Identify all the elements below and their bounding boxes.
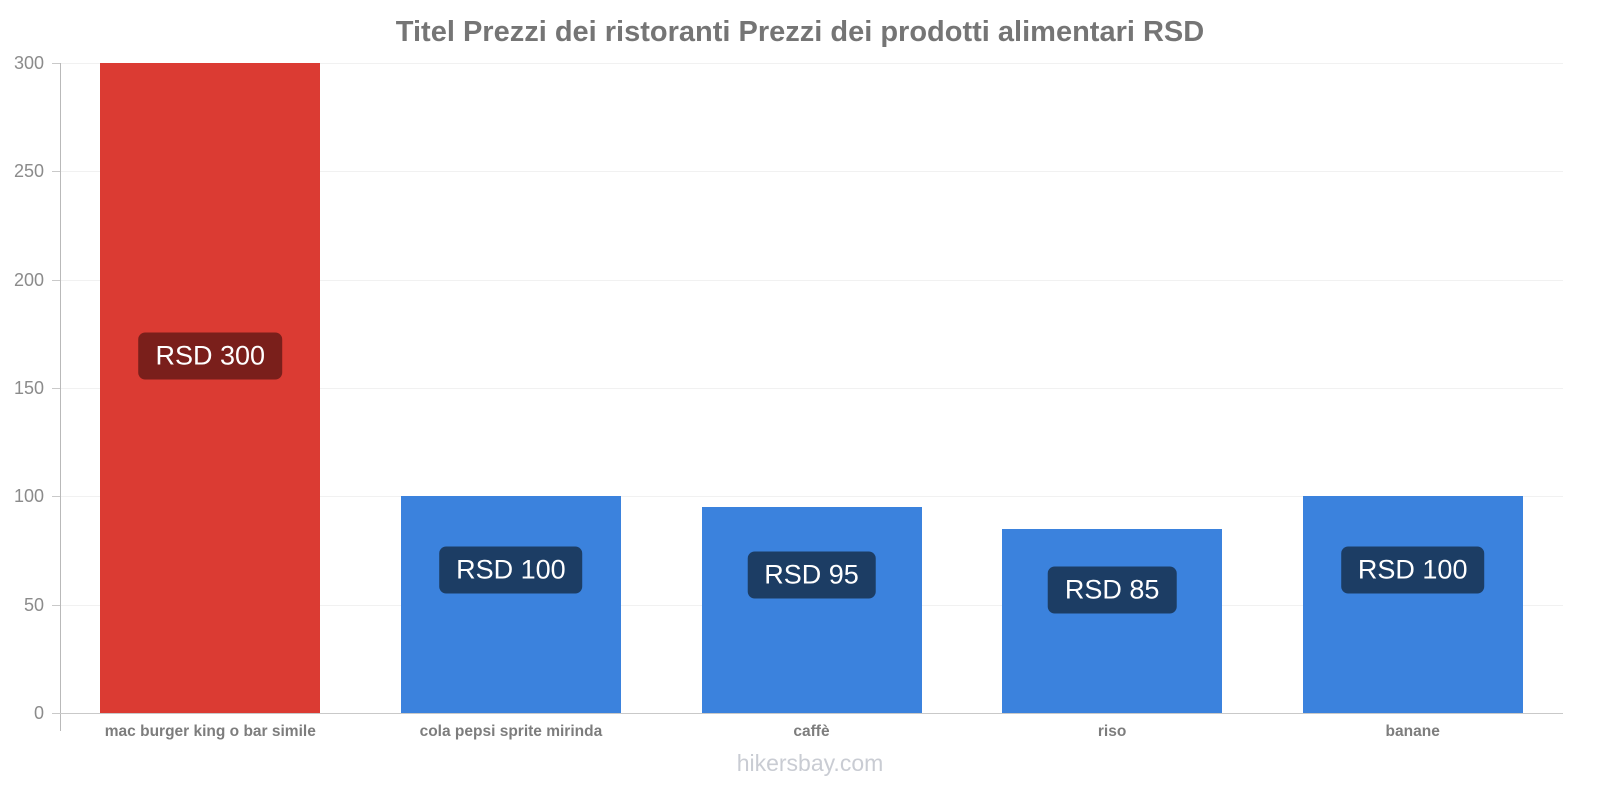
chart-title: Titel Prezzi dei ristoranti Prezzi dei p… — [395, 16, 1205, 48]
y-axis-tick-label: 200 — [13, 269, 44, 290]
x-axis-line — [60, 713, 1563, 714]
y-axis-tick-label: 100 — [13, 486, 44, 507]
x-axis-category-label: caffè — [793, 723, 830, 740]
y-axis-tick-mark — [52, 388, 60, 389]
bar-2[interactable] — [400, 496, 621, 713]
y-axis-tick-label: 0 — [33, 703, 44, 723]
bar-1[interactable] — [100, 63, 321, 713]
gridline-100 — [60, 496, 1563, 498]
watermark: hikersbay.com — [736, 750, 884, 776]
bar-4[interactable] — [1002, 528, 1223, 713]
x-axis-category-label: mac burger king o bar simile — [104, 723, 316, 740]
y-axis-tick-mark — [52, 604, 60, 606]
y-axis-tick-mark — [52, 496, 60, 498]
gridline-150 — [60, 388, 1563, 389]
gridline-300 — [60, 63, 1563, 64]
y-axis-tick-mark — [52, 63, 60, 64]
x-axis-category-label: riso — [1097, 723, 1127, 740]
y-axis-tick-label: 50 — [23, 594, 44, 615]
y-axis-tick-mark — [52, 171, 60, 173]
gridline-200 — [60, 279, 1563, 281]
y-axis-tick-mark — [52, 713, 60, 714]
x-axis-category-label: cola pepsi sprite mirinda — [419, 723, 603, 740]
bar-3[interactable] — [701, 507, 922, 713]
bar-5[interactable] — [1302, 496, 1523, 713]
y-axis-tick-label: 250 — [13, 161, 44, 182]
bar-value-label: RSD 95 — [747, 551, 876, 599]
bar-value-label: RSD 85 — [1047, 566, 1177, 614]
y-axis-tick-label: 300 — [13, 53, 44, 73]
x-axis-category-label: banane — [1385, 723, 1440, 740]
bar-value-label: RSD 300 — [138, 332, 283, 379]
y-axis-tick-mark — [52, 279, 60, 281]
bar-value-label: RSD 100 — [439, 546, 583, 594]
y-axis-tick-label: 150 — [13, 378, 44, 398]
bar-value-label: RSD 100 — [1340, 546, 1485, 594]
gridline-250 — [60, 171, 1563, 173]
y-axis-line — [60, 63, 61, 731]
